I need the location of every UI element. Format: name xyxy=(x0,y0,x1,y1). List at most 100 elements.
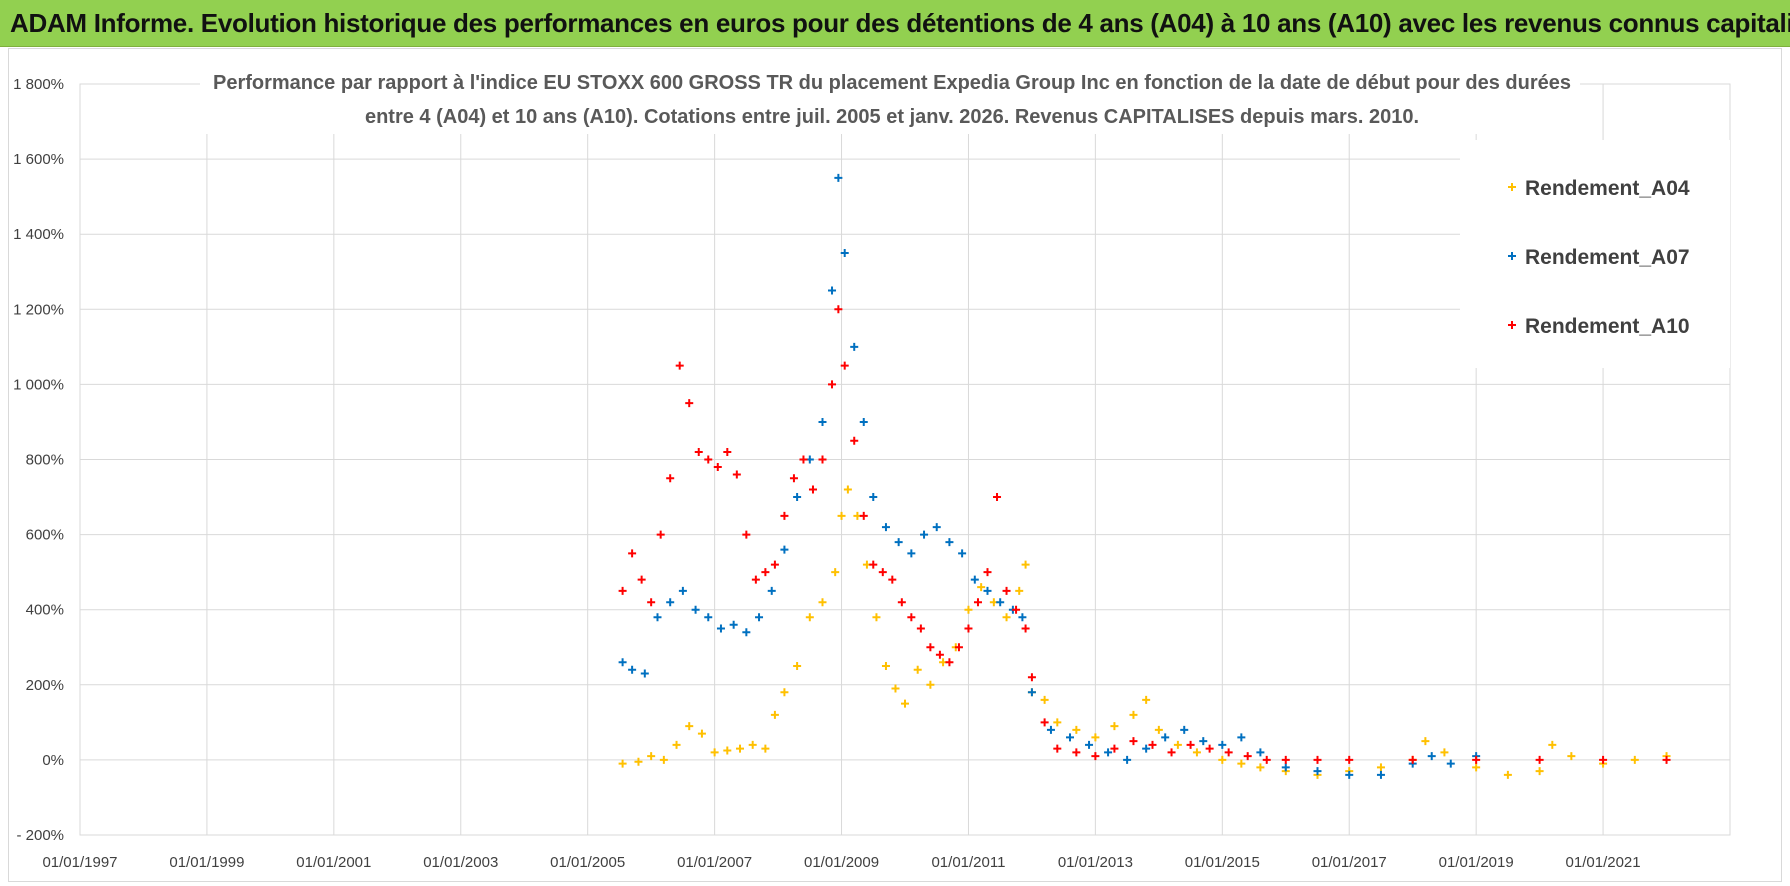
point-a07 xyxy=(1027,688,1036,697)
point-a10 xyxy=(637,575,646,584)
point-a10 xyxy=(973,598,982,607)
point-a04 xyxy=(1237,759,1246,768)
y-tick-label: 1 600% xyxy=(13,151,64,168)
point-a07 xyxy=(920,530,929,539)
point-a07 xyxy=(767,586,776,595)
point-a07 xyxy=(678,586,687,595)
point-a07 xyxy=(932,523,941,532)
point-a07 xyxy=(1066,733,1074,742)
point-a10 xyxy=(1345,755,1354,764)
point-a10 xyxy=(1662,755,1671,764)
point-a04 xyxy=(1021,560,1030,569)
point-a07 xyxy=(1199,737,1208,746)
point-a04 xyxy=(818,598,827,607)
point-a07 xyxy=(691,605,700,614)
x-tick-label: 01/01/1999 xyxy=(169,854,244,871)
point-a10 xyxy=(828,380,837,389)
point-a07 xyxy=(729,620,738,629)
point-a07 xyxy=(1046,725,1055,734)
point-a04 xyxy=(659,755,668,764)
point-a07 xyxy=(780,545,789,554)
point-a07 xyxy=(793,493,802,502)
point-a07 xyxy=(1281,763,1290,772)
y-tick-label: - 200% xyxy=(16,827,64,844)
x-tick-label: 01/01/2001 xyxy=(296,854,371,871)
legend-box xyxy=(1460,140,1730,368)
point-a10 xyxy=(742,530,751,539)
point-a07 xyxy=(1085,740,1094,749)
point-a10 xyxy=(935,650,944,659)
point-a07 xyxy=(1376,770,1385,779)
point-a10 xyxy=(789,474,798,483)
point-a04 xyxy=(881,662,890,671)
point-a04 xyxy=(1440,748,1449,757)
y-tick-label: 800% xyxy=(26,452,64,469)
point-a10 xyxy=(1072,748,1081,757)
point-a04 xyxy=(1002,613,1011,622)
point-a04 xyxy=(1376,763,1385,772)
point-a07 xyxy=(1180,725,1189,734)
point-a10 xyxy=(1408,755,1417,764)
point-a10 xyxy=(780,511,789,520)
point-a04 xyxy=(1015,586,1024,595)
point-a04 xyxy=(634,757,643,766)
point-a07 xyxy=(1237,733,1246,742)
y-tick-label: 1 400% xyxy=(13,226,64,243)
point-a04 xyxy=(977,583,986,592)
point-a10 xyxy=(834,305,843,314)
point-a10 xyxy=(1224,748,1233,757)
point-a07 xyxy=(850,342,859,351)
point-a10 xyxy=(983,568,992,577)
point-a10 xyxy=(751,575,760,584)
point-a10 xyxy=(723,447,732,456)
point-a10 xyxy=(1599,755,1608,764)
legend-label-a10: Rendement_A10 xyxy=(1525,315,1690,338)
point-a04 xyxy=(647,752,656,761)
point-a10 xyxy=(1205,744,1214,753)
point-a10 xyxy=(1021,624,1030,633)
point-a04 xyxy=(748,740,757,749)
point-a10 xyxy=(945,658,954,667)
point-a10 xyxy=(993,493,1002,502)
point-a04 xyxy=(1040,695,1049,704)
point-a10 xyxy=(869,560,878,569)
point-a10 xyxy=(1281,755,1290,764)
point-a04 xyxy=(831,568,840,577)
x-tick-label: 01/01/1997 xyxy=(42,854,117,871)
point-a04 xyxy=(1142,695,1151,704)
point-a04 xyxy=(926,680,935,689)
chart-title-line2: entre 4 (A04) et 10 ans (A10). Cotations… xyxy=(365,106,1419,128)
point-a10 xyxy=(916,624,925,633)
point-a10 xyxy=(1027,673,1036,682)
point-a07 xyxy=(881,523,890,532)
legend-marker-a04 xyxy=(1508,183,1516,191)
point-a04 xyxy=(1129,710,1138,719)
y-tick-label: 1 200% xyxy=(13,301,64,318)
point-a10 xyxy=(666,474,675,483)
point-a07 xyxy=(907,549,916,558)
point-a10 xyxy=(850,436,859,445)
x-tick-label: 01/01/2013 xyxy=(1058,854,1133,871)
point-a07 xyxy=(869,493,878,502)
point-a04 xyxy=(872,613,881,622)
point-a07 xyxy=(704,613,713,622)
header-banner: ADAM Informe. Evolution historique des p… xyxy=(0,0,1790,47)
point-a04 xyxy=(793,662,802,671)
point-a04 xyxy=(780,688,789,697)
point-a04 xyxy=(891,684,900,693)
point-a04 xyxy=(761,744,770,753)
point-a04 xyxy=(697,729,706,738)
point-a04 xyxy=(1173,740,1182,749)
point-a04 xyxy=(843,485,852,494)
x-tick-label: 01/01/2009 xyxy=(804,854,879,871)
x-tick-label: 01/01/2019 xyxy=(1439,854,1514,871)
point-a04 xyxy=(1472,763,1481,772)
point-a10 xyxy=(964,624,973,633)
point-a10 xyxy=(1012,605,1021,614)
point-a10 xyxy=(1129,737,1138,746)
point-a10 xyxy=(954,643,963,652)
point-a04 xyxy=(685,722,694,731)
point-a04 xyxy=(1154,725,1163,734)
point-a07 xyxy=(1313,767,1322,776)
